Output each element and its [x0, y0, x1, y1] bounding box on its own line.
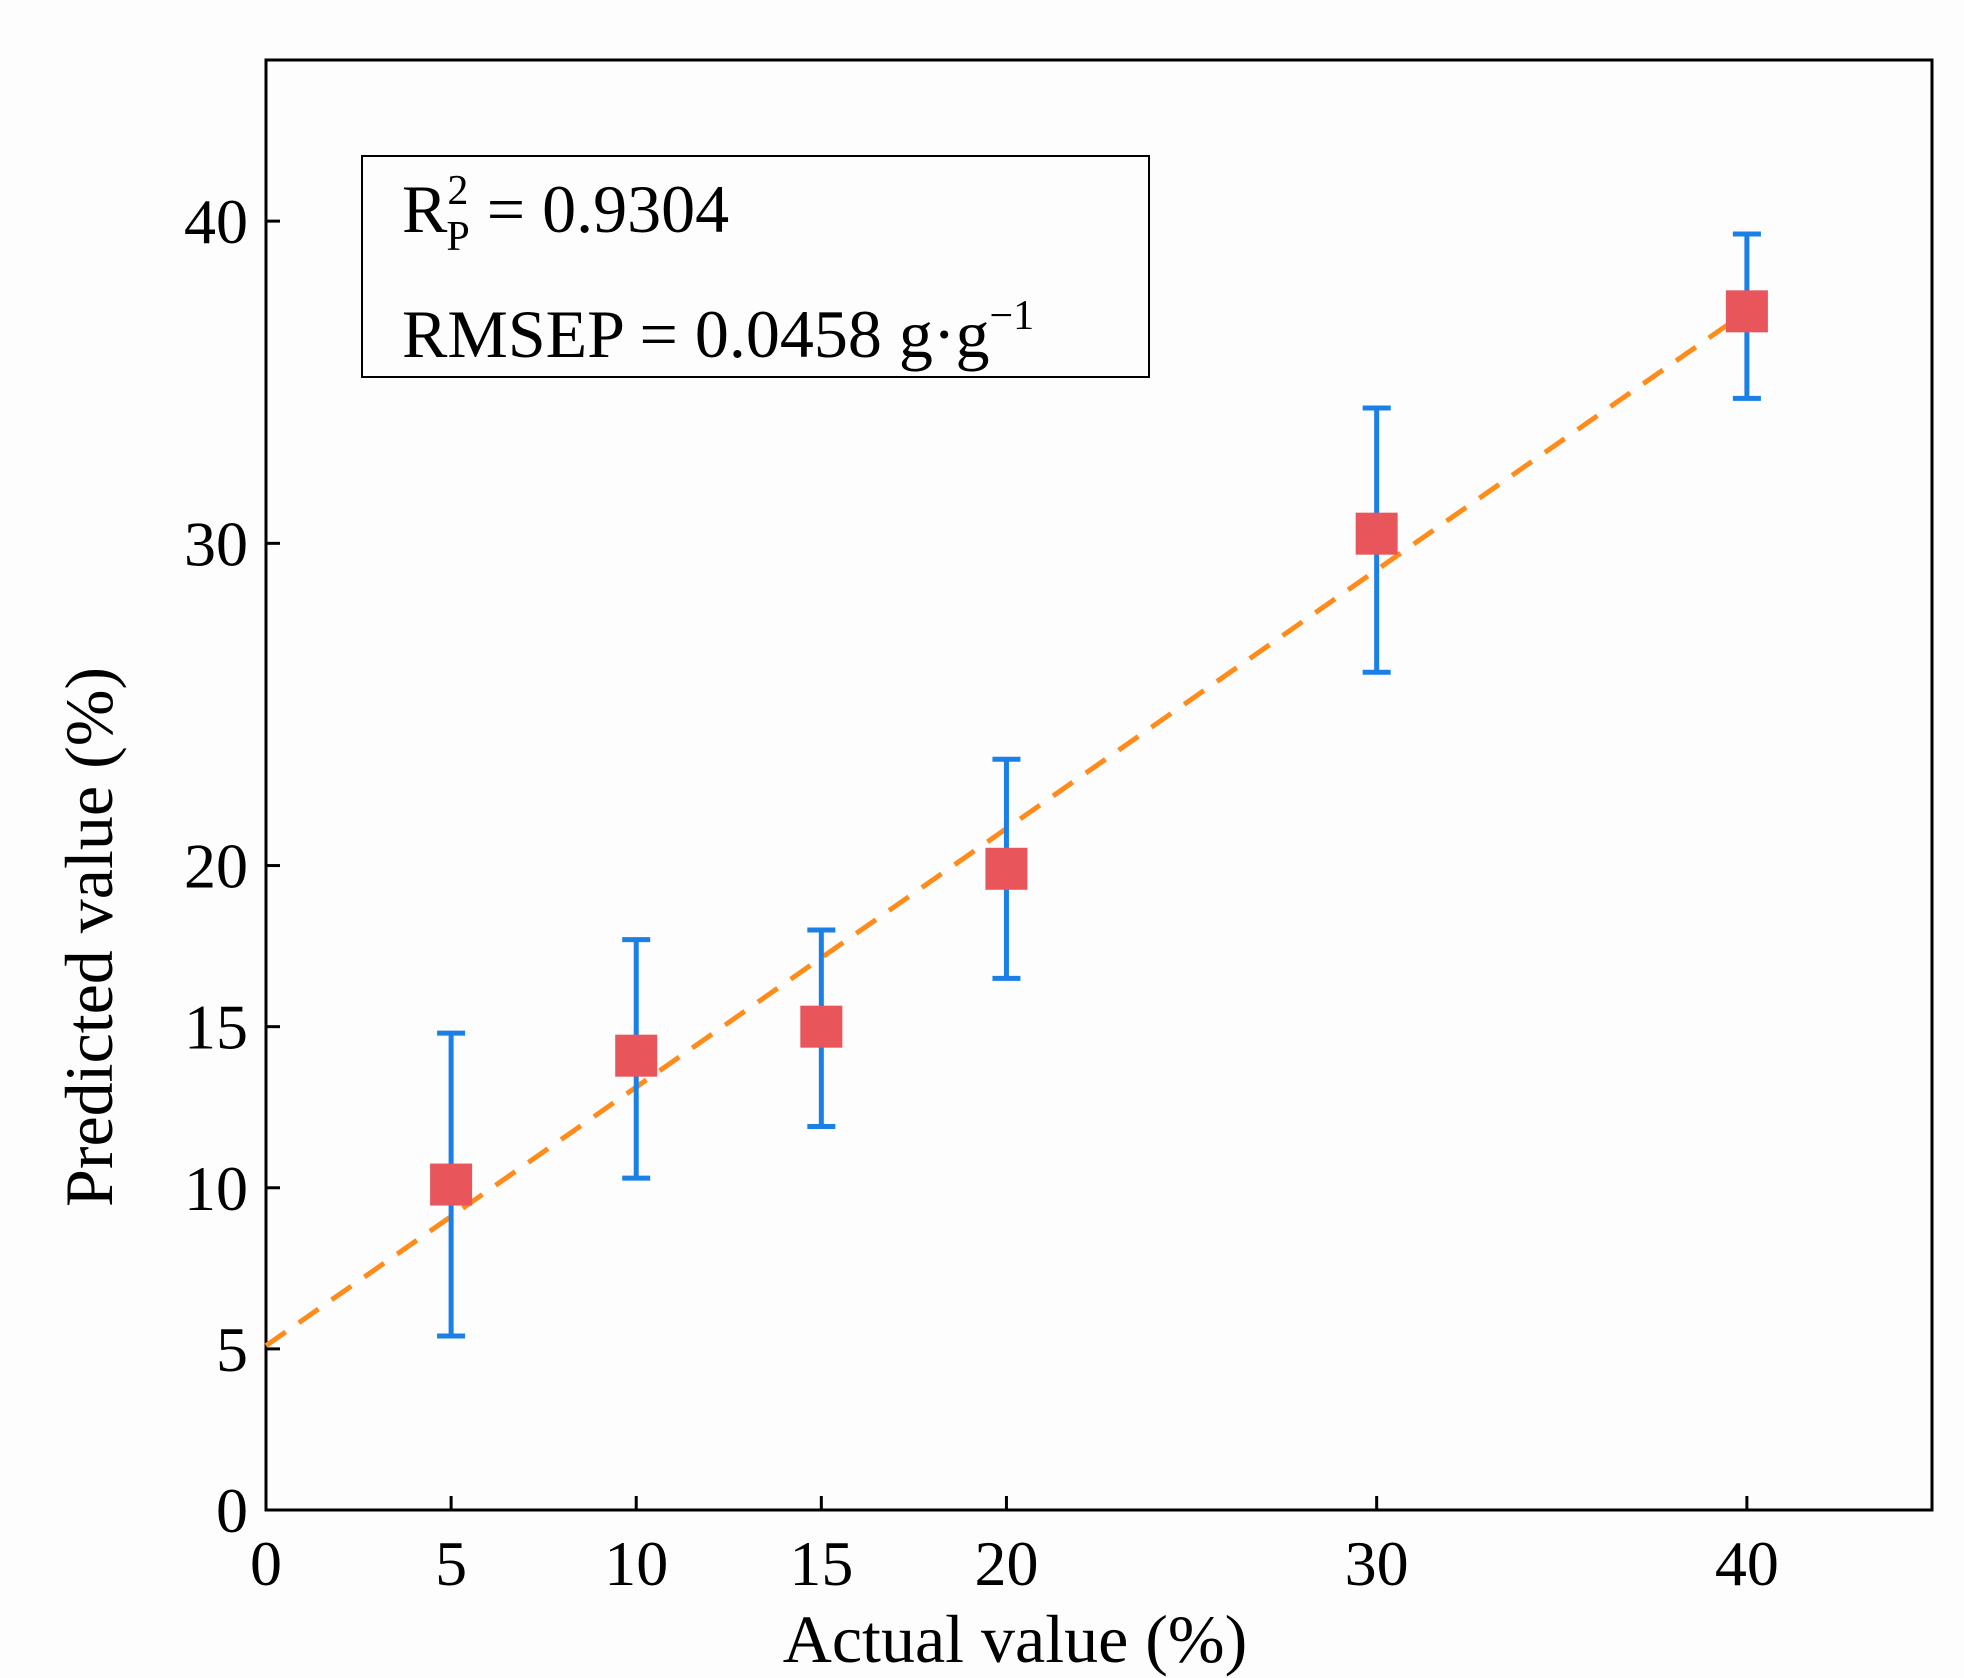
data-point — [430, 1163, 473, 1206]
y-tick-label: 30 — [184, 508, 248, 579]
y-tick-label: 10 — [184, 1153, 248, 1224]
rmsep-superscript: −1 — [989, 293, 1034, 339]
plot-frame — [264, 58, 1934, 1512]
y-tick-label: 40 — [184, 186, 248, 257]
x-tick-label: 15 — [789, 1528, 853, 1599]
y-tick-label: 15 — [184, 992, 248, 1063]
x-axis-title: Actual value (%) — [783, 1601, 1247, 1677]
data-point — [985, 847, 1028, 890]
r2-base: R — [402, 171, 448, 247]
x-tick-label: 20 — [974, 1528, 1038, 1599]
r2-value: = 0.9304 — [470, 171, 729, 247]
plot-area: 0 5 10 15 20 30 40 0 5 10 15 20 30 40 — [184, 58, 1934, 1599]
rmsep-annotation: RMSEP = 0.0458 g·g−1 — [402, 293, 1034, 372]
y-tick-label: 20 — [184, 831, 248, 902]
x-tick-label: 0 — [250, 1528, 282, 1599]
data-point — [800, 1005, 843, 1048]
x-tick-label: 10 — [604, 1528, 668, 1599]
x-tick-label: 40 — [1715, 1528, 1779, 1599]
r2-subscript: P — [446, 214, 469, 260]
y-tick-label: 0 — [216, 1475, 248, 1546]
data-point — [1355, 512, 1398, 555]
data-point — [1725, 290, 1768, 333]
data-point — [615, 1034, 658, 1077]
r2-superscript: 2 — [447, 168, 468, 214]
annotation-box — [361, 155, 1150, 378]
x-tick-label: 30 — [1345, 1528, 1409, 1599]
r2-annotation: R2 P = 0.9304 — [402, 168, 729, 260]
y-axis-title: Predicted value (%) — [51, 667, 127, 1207]
y-tick-label: 5 — [216, 1314, 248, 1385]
rmsep-text: RMSEP = 0.0458 g·g — [402, 296, 989, 372]
x-tick-label: 5 — [435, 1528, 467, 1599]
